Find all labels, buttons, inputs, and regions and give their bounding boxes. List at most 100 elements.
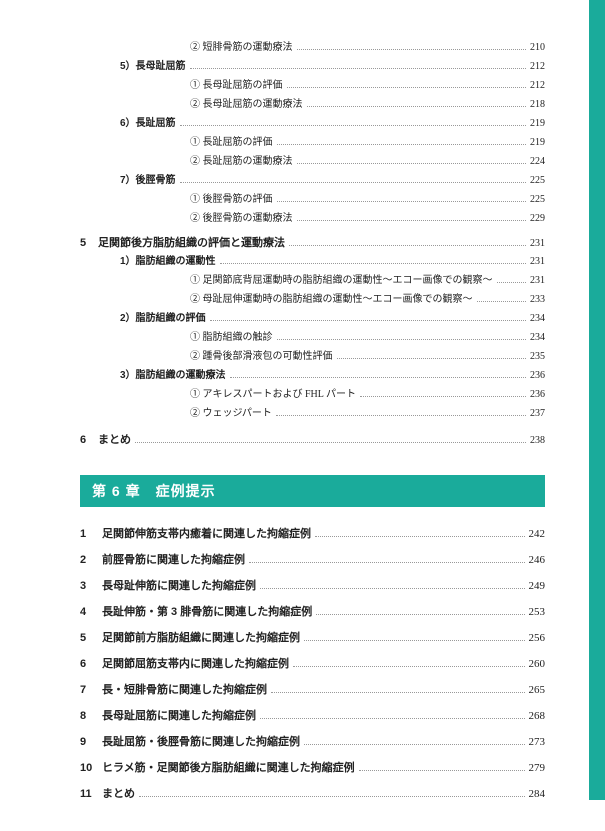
- toc-leader-dots: [289, 245, 526, 246]
- toc-page-number: 225: [530, 173, 545, 188]
- toc-row: ② ウェッジパート237: [80, 406, 545, 421]
- chapter-6-row: 2前脛骨筋に関連した拘縮症例 246: [80, 551, 545, 567]
- toc-leader-dots: [297, 163, 527, 164]
- toc-leader-dots: [337, 358, 527, 359]
- toc-page-number: 231: [530, 238, 545, 249]
- toc-leader-dots: [360, 396, 526, 397]
- chapter-6-row: 1足関節伸筋支帯内癒着に関連した拘縮症例242: [80, 525, 545, 541]
- toc-leader-dots: [287, 87, 527, 88]
- toc-page-number: 236: [530, 387, 545, 402]
- toc-label: ② 母趾屈伸運動時の脂肪組織の運動性～エコー画像での観察～: [190, 292, 473, 307]
- toc-leader-dots: [180, 182, 526, 183]
- toc-leader-dots: [210, 320, 526, 321]
- toc-leader-dots: [497, 282, 527, 283]
- chapter-6-banner: 第 6 章 症例提示: [80, 475, 545, 507]
- section-number: 5: [80, 237, 98, 249]
- row-number: 10: [80, 762, 102, 774]
- section-6-matome: 6 まとめ 238: [80, 431, 545, 447]
- toc-row: 3）脂肪組織の運動療法 236: [80, 368, 545, 383]
- chapter-6-toc: 1足関節伸筋支帯内癒着に関連した拘縮症例242 2前脛骨筋に関連した拘縮症例 246…: [80, 525, 545, 801]
- toc-page-number: 234: [530, 311, 545, 326]
- chapter-6-row: 7長・短腓骨筋に関連した拘縮症例265: [80, 681, 545, 697]
- toc-leader-dots: [139, 796, 525, 797]
- toc-leader-dots: [277, 201, 527, 202]
- toc-page-number: 233: [530, 292, 545, 307]
- toc-page-number: 235: [530, 349, 545, 364]
- toc-leader-dots: [307, 106, 527, 107]
- toc-leader-dots: [230, 377, 526, 378]
- toc-leader-dots: [477, 301, 527, 302]
- row-number: 4: [80, 606, 102, 618]
- toc-row: ② 母趾屈伸運動時の脂肪組織の運動性～エコー画像での観察～ 233: [80, 292, 545, 307]
- row-label: 前脛骨筋に関連した拘縮症例: [102, 551, 245, 567]
- toc-page-number: 210: [530, 40, 545, 55]
- toc-leader-dots: [260, 718, 525, 719]
- toc-upper-section: ② 短腓骨筋の運動療法2105）長母趾屈筋212① 長母趾屈筋の評価212② 長…: [80, 40, 545, 226]
- toc-leader-dots: [180, 125, 526, 126]
- toc-label: ① アキレスパートおよび FHL パート: [190, 387, 356, 402]
- toc-row: ① 脂肪組織の触診234: [80, 330, 545, 345]
- toc-leader-dots: [276, 415, 526, 416]
- toc-page-number: 231: [530, 273, 545, 288]
- toc-row: 2）脂肪組織の評価234: [80, 311, 545, 326]
- toc-page: ② 短腓骨筋の運動療法2105）長母趾屈筋212① 長母趾屈筋の評価212② 長…: [0, 0, 605, 831]
- section-label: まとめ: [98, 431, 131, 447]
- row-number: 3: [80, 580, 102, 592]
- toc-label: 6）長趾屈筋: [120, 116, 176, 131]
- toc-page-number: 242: [529, 528, 546, 540]
- row-number: 8: [80, 710, 102, 722]
- row-label: 長趾屈筋・後脛骨筋に関連した拘縮症例: [102, 733, 300, 749]
- toc-leader-dots: [190, 68, 526, 69]
- toc-page-number: 224: [530, 154, 545, 169]
- toc-page-number: 231: [530, 254, 545, 269]
- toc-label: 1）脂肪組織の運動性: [120, 254, 216, 269]
- toc-page-number: 260: [529, 658, 546, 670]
- toc-leader-dots: [277, 144, 527, 145]
- toc-row: ① アキレスパートおよび FHL パート 236: [80, 387, 545, 402]
- toc-label: ② 踵骨後部滑液包の可動性評価: [190, 349, 333, 364]
- toc-page-number: 273: [529, 736, 546, 748]
- toc-leader-dots: [271, 692, 525, 693]
- toc-row: 7）後脛骨筋 225: [80, 173, 545, 188]
- toc-leader-dots: [304, 640, 525, 641]
- row-number: 7: [80, 684, 102, 696]
- row-label: 長母趾伸筋に関連した拘縮症例: [102, 577, 256, 593]
- toc-page-number: 234: [530, 330, 545, 345]
- toc-page-number: 218: [530, 97, 545, 112]
- row-label: 長趾伸筋・第 3 腓骨筋に関連した拘縮症例: [102, 603, 312, 619]
- toc-leader-dots: [249, 562, 525, 563]
- toc-label: ② 長趾屈筋の運動療法: [190, 154, 293, 169]
- chapter-6-row: 5足関節前方脂肪組織に関連した拘縮症例256: [80, 629, 545, 645]
- toc-leader-dots: [304, 744, 525, 745]
- toc-leader-dots: [220, 263, 526, 264]
- toc-label: ① 長母趾屈筋の評価: [190, 78, 283, 93]
- toc-label: ② 短腓骨筋の運動療法: [190, 40, 293, 55]
- chapter-6-row: 9長趾屈筋・後脛骨筋に関連した拘縮症例273: [80, 733, 545, 749]
- chapter-6-row: 6足関節屈筋支帯内に関連した拘縮症例260: [80, 655, 545, 671]
- accent-side-bar: [589, 0, 605, 800]
- toc-leader-dots: [316, 614, 524, 615]
- toc-label: 3）脂肪組織の運動療法: [120, 368, 226, 383]
- toc-row: ① 後脛骨筋の評価225: [80, 192, 545, 207]
- toc-label: ① 長趾屈筋の評価: [190, 135, 273, 150]
- toc-label: ① 足関節底背屈運動時の脂肪組織の運動性～エコー画像での観察～: [190, 273, 493, 288]
- toc-page-number: 253: [529, 606, 546, 618]
- toc-row: ② 長趾屈筋の運動療法 224: [80, 154, 545, 169]
- toc-row: ① 長趾屈筋の評価219: [80, 135, 545, 150]
- row-number: 2: [80, 554, 102, 566]
- toc-label: 7）後脛骨筋: [120, 173, 176, 188]
- toc-row: ② 長母趾屈筋の運動療法 218: [80, 97, 545, 112]
- row-label: まとめ: [102, 785, 135, 801]
- chapter-6-row: 8長母趾屈筋に関連した拘縮症例268: [80, 707, 545, 723]
- toc-label: ② 長母趾屈筋の運動療法: [190, 97, 303, 112]
- toc-page-number: 249: [529, 580, 546, 592]
- toc-page-number: 246: [529, 554, 546, 566]
- toc-row: ② 短腓骨筋の運動療法 210: [80, 40, 545, 55]
- toc-page-number: 268: [529, 710, 546, 722]
- toc-page-number: 236: [530, 368, 545, 383]
- row-label: 足関節屈筋支帯内に関連した拘縮症例: [102, 655, 289, 671]
- chapter-6-row: 4長趾伸筋・第 3 腓骨筋に関連した拘縮症例 253: [80, 603, 545, 619]
- toc-row: 1）脂肪組織の運動性 231: [80, 254, 545, 269]
- chapter-6-row: 11まとめ284: [80, 785, 545, 801]
- toc-page-number: 238: [530, 435, 545, 446]
